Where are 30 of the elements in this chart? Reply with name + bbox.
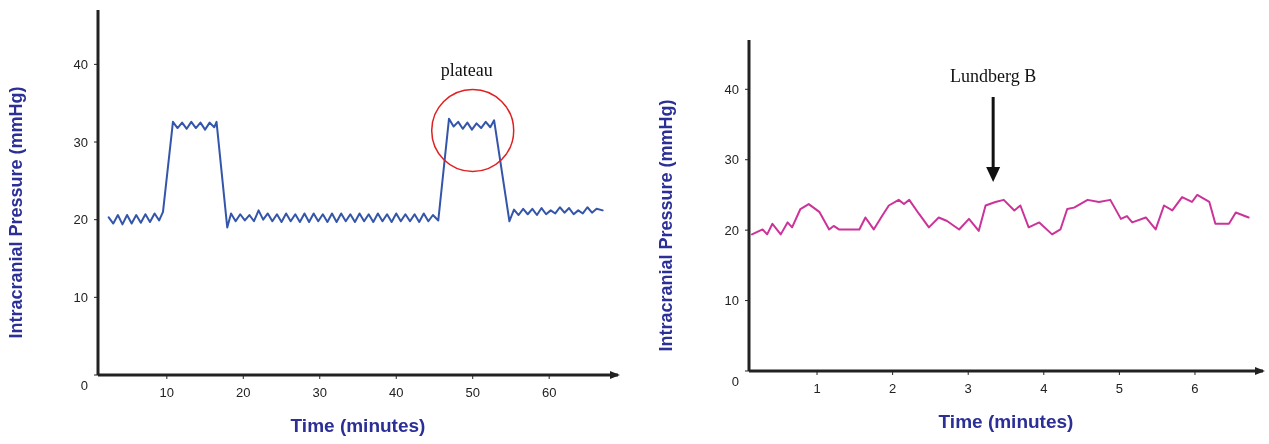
y-tick-label: 40 [724,81,739,97]
x-tick-label: 10 [159,385,175,400]
y-tick-label: 30 [73,134,88,150]
x-tick-label: 60 [541,385,557,400]
annotation: plateau [440,60,493,81]
x-axis-title: Time (minutes) [938,411,1074,432]
x-tick-label: 3 [964,381,972,396]
x-tick-label: 2 [889,381,897,396]
x-tick-label: 1 [813,381,821,396]
x-axis-title: Time (minutes) [290,415,426,436]
x-tick-label: 6 [1191,381,1199,396]
x-tick-label: 4 [1040,381,1048,396]
y-tick-label: 0 [731,373,739,389]
x-tick-label: 50 [465,385,480,400]
x-tick-label: 20 [236,385,251,400]
x-tick-label: 5 [1115,381,1123,396]
y-tick-label: 20 [73,212,88,228]
y-tick-label: 40 [73,56,88,72]
y-tick-label: 10 [73,289,88,305]
y-tick-label: 20 [724,222,739,238]
y-tick-label: 30 [724,152,739,168]
y-axis-title: Intracranial Pressure (mmHg) [6,86,26,339]
y-tick-label: 0 [80,377,88,393]
y-tick-label: 10 [724,293,739,309]
line-series [107,117,604,229]
line-series [751,193,1250,236]
y-axis-title: Intracranial Pressure (mmHg) [656,99,676,352]
x-tick-label: 40 [389,385,404,400]
annotation: Lundberg B [950,66,1037,86]
x-tick-label: 30 [312,385,327,400]
